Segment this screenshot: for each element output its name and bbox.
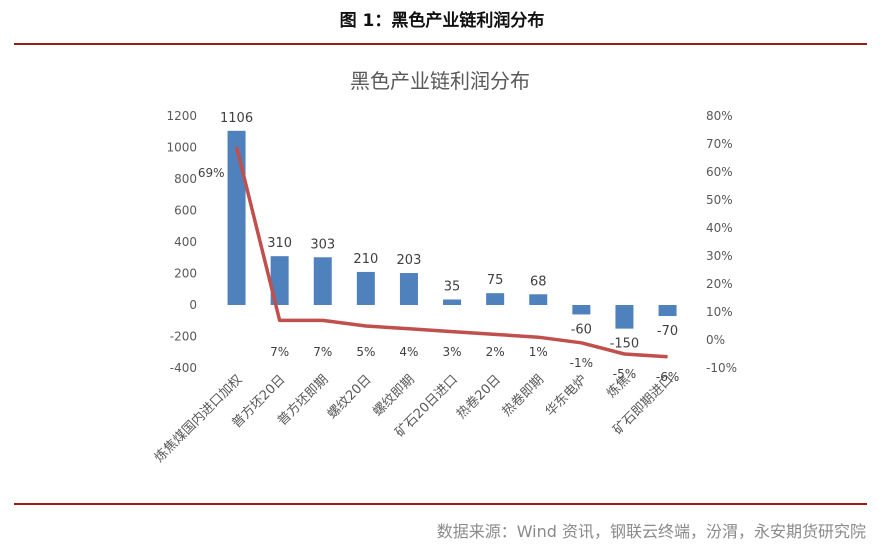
top-rule: [14, 43, 867, 45]
source-note: 数据来源：Wind 资讯，钢联云终端，汾渭，永安期货研究院: [436, 522, 866, 541]
bar: [572, 305, 591, 315]
category-label: 华东电炉: [543, 372, 590, 419]
right-tick-label: 60%: [706, 165, 733, 179]
bar: [443, 299, 462, 305]
bar: [529, 294, 548, 305]
bar-value-label: 75: [487, 273, 504, 288]
left-tick-label: 200: [174, 267, 197, 281]
profit-chart: 黑色产业链利润分布 -400-200020040060080010001200 …: [151, 69, 737, 466]
bar-value-label: 210: [353, 252, 378, 267]
left-tick-label: 1000: [166, 141, 197, 155]
bar-value-label: 203: [397, 253, 422, 268]
line-value-label: 7%: [270, 345, 289, 359]
bar-value-label: 303: [310, 237, 335, 252]
bar-series: [227, 130, 677, 329]
category-label: 热卷20日: [453, 372, 504, 423]
bar: [658, 305, 677, 317]
line-value-label: 3%: [443, 345, 462, 359]
right-tick-label: 50%: [706, 193, 733, 207]
line-value-label: -6%: [656, 370, 679, 384]
right-tick-label: -10%: [706, 361, 737, 375]
bar: [227, 130, 246, 305]
bar: [313, 257, 332, 305]
bar: [399, 273, 418, 305]
left-tick-label: -400: [170, 361, 197, 375]
bar-value-labels: 1106 310 303 210 203 35 75 68 -60 -150 -70: [220, 111, 678, 352]
bar-value-label: -60: [571, 322, 592, 337]
right-tick-label: 40%: [706, 221, 733, 235]
line-series: [234, 146, 668, 359]
bottom-rule: [14, 503, 867, 505]
left-y-axis: -400 -200 0 200 400 600 800 1000 1200: [166, 109, 197, 375]
line-value-label: -1%: [570, 356, 593, 370]
category-labels: 炼焦煤国内进口加权普方坯20日普方坯即期螺纹20日螺纹即期矿石20日进口热卷20…: [151, 372, 676, 466]
right-tick-label: 0%: [706, 333, 725, 347]
right-tick-label: 30%: [706, 249, 733, 263]
bar-value-label: 35: [444, 279, 461, 294]
line-value-label: -5%: [613, 367, 636, 381]
bar: [270, 256, 289, 305]
right-tick-label: 20%: [706, 277, 733, 291]
bar: [486, 293, 505, 305]
bar-value-label: -150: [610, 337, 640, 352]
bar-value-label: 68: [530, 274, 547, 289]
share-line: [234, 146, 668, 359]
bar-value-label: 1106: [220, 111, 253, 126]
bar-value-label: 310: [267, 236, 292, 251]
line-value-label: 69%: [198, 166, 225, 180]
left-tick-label: 0: [189, 298, 197, 312]
left-tick-label: 800: [174, 172, 197, 186]
bar-value-label: -70: [657, 324, 678, 339]
left-tick-label: -200: [170, 330, 197, 344]
line-value-labels: 69% 7% 7% 5% 4% 3% 2% 1% -1% -5% -6%: [198, 166, 679, 384]
chart-title: 黑色产业链利润分布: [350, 69, 530, 93]
line-value-label: 7%: [313, 345, 332, 359]
line-value-label: 1%: [529, 345, 548, 359]
category-label: 螺纹20日: [325, 372, 375, 422]
right-tick-label: 70%: [706, 137, 733, 151]
right-tick-label: 10%: [706, 305, 733, 319]
bar: [615, 305, 634, 329]
line-value-label: 5%: [356, 345, 375, 359]
bar: [356, 271, 375, 305]
category-label: 热卷即期: [499, 372, 547, 420]
left-tick-label: 1200: [166, 109, 197, 123]
left-tick-label: 400: [174, 235, 197, 249]
figure-caption: 图 1：黑色产业链利润分布: [339, 11, 545, 31]
right-y-axis: -10% 0% 10% 20% 30% 40% 50% 60% 70% 80%: [706, 109, 737, 375]
left-tick-label: 600: [174, 204, 197, 218]
line-value-label: 4%: [399, 345, 418, 359]
line-value-label: 2%: [486, 345, 505, 359]
right-tick-label: 80%: [706, 109, 733, 123]
